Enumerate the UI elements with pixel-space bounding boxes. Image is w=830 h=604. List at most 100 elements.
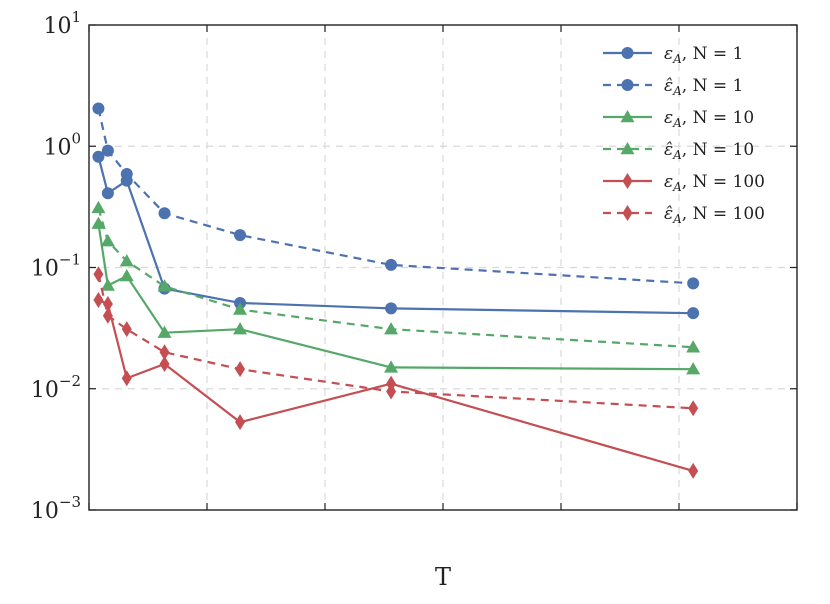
legend-item-eps-n100: εA, N = 100	[603, 172, 765, 194]
series-layer	[91, 102, 701, 479]
y-tick-label: 100	[43, 129, 81, 160]
y-tick-exponent: 1	[71, 8, 81, 26]
legend-item-epshat-n100: ε̂A, N = 100	[603, 204, 765, 226]
series-line-eps-n10	[97, 223, 694, 371]
grid	[89, 25, 797, 510]
data-point-eps-n10	[384, 360, 399, 373]
data-point-eps-n10	[100, 278, 115, 291]
legend-subscript: A	[672, 180, 682, 194]
data-point-epshat-n1	[687, 277, 700, 290]
legend-subscript: A	[672, 148, 682, 162]
y-tick-label: 101	[43, 8, 81, 39]
data-point-epshat-n100	[235, 361, 246, 378]
legend-label-epshat-n1: ε̂A, N = 1	[664, 76, 743, 98]
data-point-epshat-n1	[234, 229, 247, 242]
legend-label-epshat-n100: ε̂A, N = 100	[664, 204, 765, 226]
legend-subscript: A	[672, 84, 682, 98]
data-point-eps-n100	[159, 356, 170, 373]
data-point-eps-n10	[119, 269, 134, 282]
data-point-eps-n100	[93, 291, 104, 308]
y-tick-base: 10	[31, 257, 59, 282]
data-point-epshat-n1	[120, 168, 133, 181]
legend-rest: , N = 10	[682, 140, 754, 160]
legend-subscript: A	[672, 212, 682, 226]
legend-label-eps-n1: εA, N = 1	[664, 44, 743, 66]
y-tick-label: 10−2	[31, 372, 81, 403]
legend-rest: , N = 100	[682, 204, 765, 224]
legend-marker-epshat-n100	[622, 205, 633, 221]
legend-rest: , N = 1	[682, 44, 744, 64]
legend-item-eps-n10: εA, N = 10	[603, 108, 754, 130]
data-point-epshat-n1	[158, 207, 171, 220]
series-eps-n100	[93, 291, 699, 479]
data-point-epshat-n1	[92, 102, 105, 115]
data-point-epshat-n10	[233, 302, 248, 315]
series-line-epshat-n1	[97, 108, 694, 285]
legend-item-eps-n1: εA, N = 1	[603, 44, 743, 66]
data-point-eps-n1	[385, 302, 398, 315]
y-tick-exponent: −2	[59, 372, 81, 390]
data-point-epshat-n10	[686, 340, 701, 353]
series-line-epshat-n10	[97, 207, 694, 349]
legend-label-eps-n100: εA, N = 100	[664, 172, 765, 194]
data-point-epshat-n100	[121, 321, 132, 338]
legend-symbol: ε	[664, 44, 673, 64]
data-point-eps-n1	[92, 150, 105, 163]
x-axis-title: T	[435, 563, 451, 591]
legend-symbol: ε	[664, 172, 673, 192]
series-epshat-n10	[91, 200, 701, 353]
data-point-eps-n1	[101, 187, 114, 200]
series-eps-n10	[91, 216, 701, 375]
data-point-epshat-n100	[93, 266, 104, 283]
data-point-eps-n10	[91, 216, 106, 229]
data-point-eps-n10	[233, 322, 248, 335]
y-tick-base: 10	[43, 14, 71, 39]
data-point-eps-n100	[121, 370, 132, 387]
data-point-eps-n10	[686, 362, 701, 375]
legend-marker-eps-n10	[620, 110, 635, 123]
data-point-epshat-n1	[101, 144, 114, 157]
y-tick-exponent: 0	[71, 129, 81, 147]
data-point-epshat-n10	[157, 279, 172, 292]
legend-rest: , N = 10	[682, 108, 754, 128]
y-tick-base: 10	[31, 499, 59, 524]
data-point-eps-n100	[688, 462, 699, 479]
legend-item-epshat-n1: ε̂A, N = 1	[603, 76, 743, 98]
y-tick-base: 10	[43, 135, 71, 160]
data-point-epshat-n10	[384, 322, 399, 335]
data-point-epshat-n100	[386, 383, 397, 400]
legend-subscript: A	[672, 116, 682, 130]
legend-symbol: ε̂	[664, 204, 673, 224]
legend-subscript: A	[672, 52, 682, 66]
data-point-eps-n100	[235, 414, 246, 431]
legend-rest: , N = 100	[682, 172, 765, 192]
data-point-epshat-n10	[100, 234, 115, 247]
legend-marker-eps-n100	[622, 173, 633, 189]
legend: εA, N = 1ε̂A, N = 1εA, N = 10ε̂A, N = 10…	[603, 44, 765, 226]
legend-symbol: ε̂	[664, 76, 673, 96]
series-eps-n1	[92, 150, 700, 320]
data-point-epshat-n100	[688, 400, 699, 417]
legend-item-epshat-n10: ε̂A, N = 10	[603, 140, 754, 162]
legend-label-epshat-n10: ε̂A, N = 10	[664, 140, 754, 162]
y-tick-label: 10−1	[31, 251, 81, 282]
y-tick-exponent: −1	[59, 251, 81, 269]
data-point-epshat-n100	[102, 307, 113, 324]
series-line-eps-n100	[98, 298, 694, 472]
data-point-epshat-n1	[385, 258, 398, 271]
legend-marker-epshat-n10	[620, 142, 635, 155]
y-tick-exponent: −3	[59, 493, 81, 511]
data-point-eps-n10	[157, 325, 172, 338]
series-epshat-n100	[93, 266, 699, 417]
legend-symbol: ε̂	[664, 140, 673, 160]
y-tick-base: 10	[31, 378, 59, 403]
legend-marker-epshat-n1	[621, 79, 634, 91]
legend-label-eps-n10: εA, N = 10	[664, 108, 754, 130]
data-point-epshat-n10	[91, 200, 106, 214]
series-epshat-n1	[92, 102, 700, 290]
y-tick-label: 10−3	[31, 493, 81, 524]
data-point-eps-n1	[687, 307, 700, 320]
data-point-epshat-n10	[119, 254, 134, 267]
